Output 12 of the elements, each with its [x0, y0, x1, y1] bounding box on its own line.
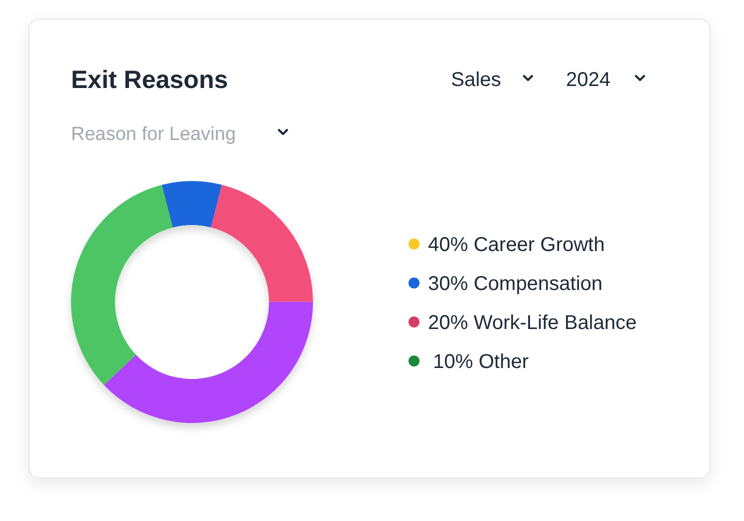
- donut-slice: [104, 302, 313, 423]
- text: Sales: [451, 69, 502, 91]
- text: Reason for Leaving: [71, 124, 236, 145]
- donut-slice: [211, 184, 313, 302]
- text: 20% Work-Life Balance: [428, 312, 637, 334]
- text: 10% Other: [433, 351, 529, 373]
- donut-slice: [162, 181, 222, 228]
- text: 30% Compensation: [428, 273, 603, 295]
- text: 2024: [566, 69, 610, 91]
- chart-title: Exit Reasons: [71, 66, 228, 94]
- donut-slice: [71, 184, 173, 385]
- text: 40% Career Growth: [428, 234, 605, 256]
